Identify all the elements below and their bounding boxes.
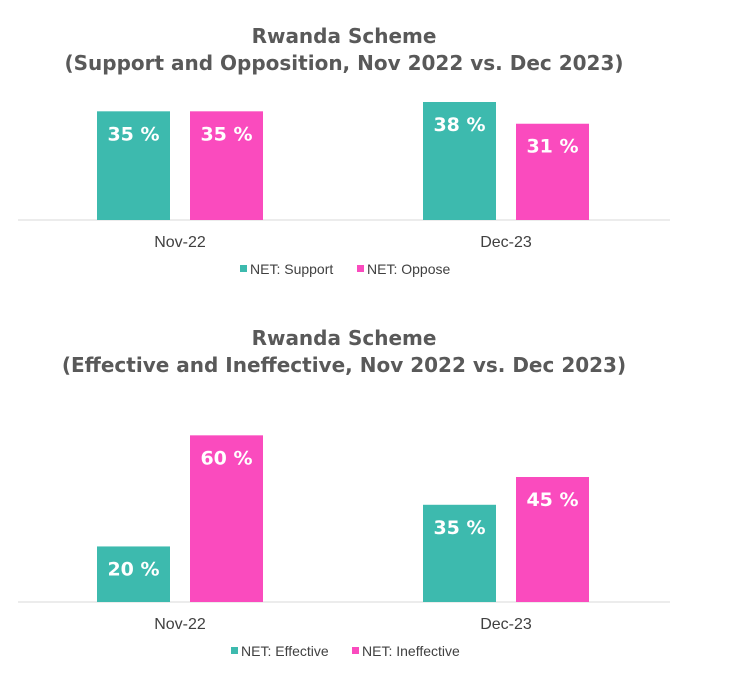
bar-net-ineffective-nov-22	[190, 435, 263, 602]
bar-net-oppose-dec-23	[516, 123, 589, 220]
category-label: Dec-23	[480, 616, 532, 633]
data-label: 35 %	[433, 517, 485, 539]
data-label: 31 %	[526, 136, 578, 158]
legend-swatch	[231, 647, 238, 654]
bar-net-ineffective-dec-23	[516, 477, 589, 602]
bar-net-oppose-nov-22	[190, 111, 263, 220]
chart-title-line: Rwanda Scheme	[251, 24, 437, 48]
chart-title: Rwanda Scheme (Support and Opposition, N…	[0, 23, 688, 77]
data-label: 38 %	[433, 114, 485, 136]
bar-net-effective-nov-22	[97, 546, 170, 602]
legend-swatch	[240, 265, 247, 272]
bar-net-support-dec-23	[423, 102, 496, 220]
legend-entry: NET: Support	[250, 261, 333, 277]
legend-entry: NET: Effective	[241, 643, 329, 659]
category-label: Nov-22	[154, 616, 206, 633]
chart-subtitle-line: (Support and Opposition, Nov 2022 vs. De…	[64, 51, 624, 75]
data-label: 35 %	[107, 123, 159, 145]
bar-chart-plot: 35 % 35 % Nov-22 38 % 31 % Dec-23 NET: Support…	[18, 102, 670, 277]
chart-title-line: Rwanda Scheme	[251, 326, 437, 350]
bar-net-effective-dec-23	[423, 504, 496, 602]
chart-title: Rwanda Scheme (Effective and Ineffective…	[0, 325, 688, 379]
bar-net-support-nov-22	[97, 111, 170, 220]
data-label: 60 %	[200, 447, 252, 469]
legend-swatch	[357, 265, 364, 272]
category-label: Nov-22	[154, 234, 206, 251]
data-label: 45 %	[526, 489, 578, 511]
data-label: 35 %	[200, 123, 252, 145]
legend-swatch	[352, 647, 359, 654]
chart-subtitle-line: (Effective and Ineffective, Nov 2022 vs.…	[61, 353, 627, 377]
legend-entry: NET: Ineffective	[362, 643, 460, 659]
data-label: 20 %	[107, 558, 159, 580]
legend-entry: NET: Oppose	[367, 261, 450, 277]
category-label: Dec-23	[480, 234, 532, 251]
